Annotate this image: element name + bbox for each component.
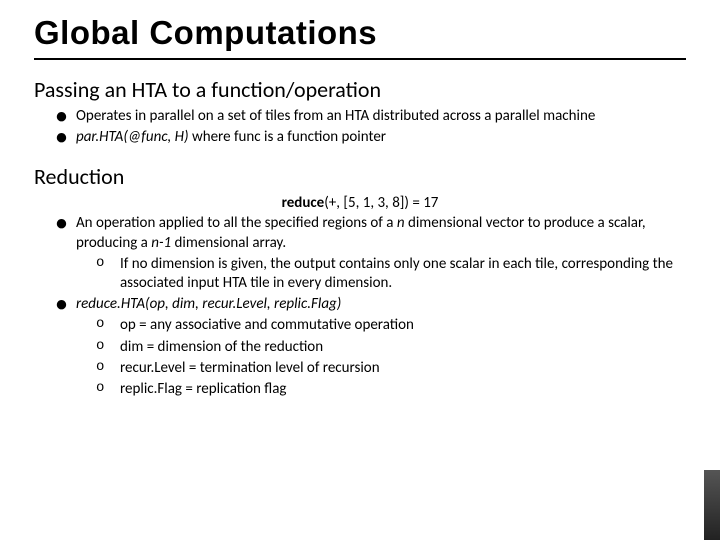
sub-list: If no dimension is given, the output con… — [76, 255, 686, 293]
sub-text: recur.Level = termination level of recur… — [120, 359, 380, 377]
bullet-item: par.HTA(@func, H) where func is a functi… — [56, 128, 686, 147]
bullet-list-passing: Operates in parallel on a set of tiles f… — [34, 107, 686, 147]
code-text: reduce.HTA(op, dim, recur.Level, replic.… — [76, 295, 341, 313]
sub-text: dim = dimension of the reduction — [120, 338, 323, 356]
sub-text: op = any associative and commutative ope… — [120, 316, 414, 334]
sub-list: op = any associative and commutative ope… — [76, 316, 686, 399]
sub-item: If no dimension is given, the output con… — [96, 255, 686, 293]
section-heading-reduction: Reduction — [34, 163, 686, 190]
reduce-keyword: reduce — [282, 194, 325, 212]
reduce-example: reduce(+, [5, 1, 3, 8]) = 17 — [34, 194, 686, 212]
sub-text: replic.Flag = replication flag — [120, 380, 286, 398]
sub-item: dim = dimension of the reduction — [96, 338, 686, 357]
bullet-item: An operation applied to all the specifie… — [56, 214, 686, 293]
sub-item: replic.Flag = replication flag — [96, 380, 686, 399]
title-rule: Global Computations — [34, 14, 686, 60]
corner-decoration — [704, 470, 720, 540]
bullet-text: Operates in parallel on a set of tiles f… — [76, 107, 595, 125]
bullet-text: dimensional array. — [171, 234, 286, 252]
bullet-item: Operates in parallel on a set of tiles f… — [56, 107, 686, 126]
bullet-item: reduce.HTA(op, dim, recur.Level, replic.… — [56, 295, 686, 399]
sub-text: If no dimension is given, the output con… — [120, 255, 673, 292]
var-n-minus-1: n-1 — [151, 234, 171, 252]
section-heading-passing: Passing an HTA to a function/operation — [34, 76, 686, 103]
bullet-text: where func is a function pointer — [192, 128, 386, 146]
slide-title: Global Computations — [34, 14, 686, 52]
code-text: par.HTA(@func, H) — [76, 128, 192, 146]
bullet-list-reduction: An operation applied to all the specifie… — [34, 214, 686, 399]
bullet-text: An operation applied to all the specifie… — [76, 214, 397, 232]
var-n: n — [397, 214, 405, 232]
slide: Global Computations Passing an HTA to a … — [0, 0, 720, 399]
sub-item: op = any associative and commutative ope… — [96, 316, 686, 335]
reduce-args: (+, [5, 1, 3, 8]) = 17 — [324, 194, 438, 212]
sub-item: recur.Level = termination level of recur… — [96, 359, 686, 378]
